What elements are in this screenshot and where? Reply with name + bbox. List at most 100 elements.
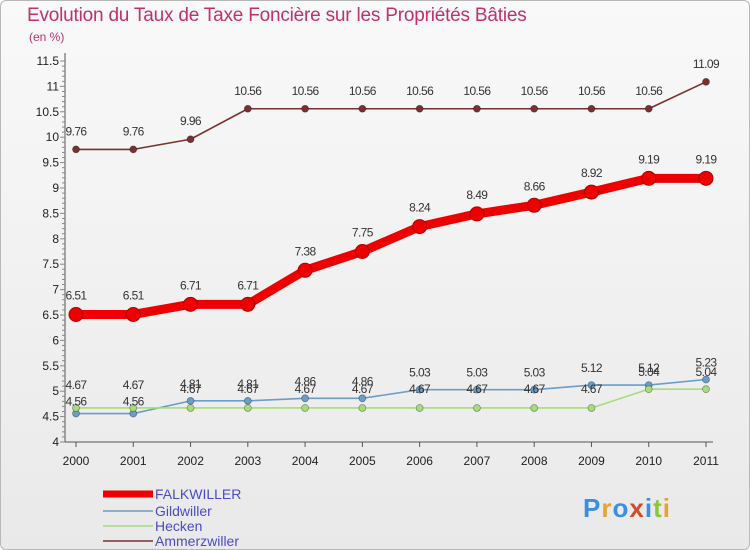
y-tick-label: 5: [52, 384, 59, 398]
y-tick-label: 11.5: [37, 54, 60, 68]
y-tick-label: 4: [52, 435, 59, 449]
data-label-ammerzwiller: 10.56: [406, 84, 434, 98]
data-point-ammerzwiller: [72, 145, 80, 154]
series-line-hecken: [75, 388, 707, 409]
chart-title: Evolution du Taux de Taxe Foncière sur l…: [27, 5, 527, 26]
series-line-falkwiller: [71, 173, 711, 319]
data-point-gildwiller: [415, 385, 424, 394]
legend-label-gildwiller: Gildwiller: [155, 503, 212, 519]
data-point-falkwiller: [641, 170, 657, 186]
data-point-hecken: [301, 404, 309, 412]
data-label-gildwiller: 5.12: [638, 361, 660, 375]
data-label-gildwiller: 5.23: [696, 356, 718, 370]
data-point-ammerzwiller: [702, 77, 710, 86]
y-tick-label: 10: [46, 130, 60, 144]
data-point-hecken: [72, 404, 80, 412]
data-label-gildwiller: 5.03: [524, 366, 546, 380]
data-point-ammerzwiller: [186, 135, 195, 144]
data-point-gildwiller: [301, 394, 309, 403]
data-label-falkwiller: 9.19: [638, 152, 660, 166]
y-tick-label: 5.5: [42, 359, 59, 373]
data-label-gildwiller: 4.86: [295, 374, 317, 388]
data-point-falkwiller: [354, 244, 370, 259]
logo-letter: o: [612, 493, 629, 523]
data-label-falkwiller: 6.71: [180, 278, 202, 292]
x-tick-label: 2004: [292, 454, 319, 468]
data-point-ammerzwiller: [473, 104, 481, 113]
data-point-falkwiller: [583, 184, 599, 200]
data-label-hecken: 4.67: [581, 382, 603, 396]
data-point-ammerzwiller: [587, 104, 596, 113]
y-tick-label: 6.5: [42, 308, 59, 322]
data-label-falkwiller: 6.71: [237, 278, 259, 292]
data-label-hecken: 4.67: [352, 382, 374, 396]
legend-label-hecken: Hecken: [155, 518, 202, 534]
data-point-hecken: [702, 385, 710, 394]
series-line-ammerzwiller: [75, 81, 707, 151]
data-point-ammerzwiller: [129, 145, 138, 154]
y-tick-label: 6: [52, 333, 59, 347]
data-label-hecken: 4.67: [524, 382, 546, 396]
data-label-falkwiller: 7.75: [352, 226, 374, 240]
data-point-falkwiller: [297, 262, 313, 278]
x-tick-label: 2011: [693, 454, 719, 468]
series-line-gildwiller: [75, 378, 707, 415]
y-tick-label: 4.5: [42, 410, 59, 424]
data-label-gildwiller: 4.56: [123, 395, 145, 409]
data-label-gildwiller: 4.81: [237, 377, 259, 391]
data-point-ammerzwiller: [358, 104, 367, 113]
data-label-falkwiller: 6.51: [123, 288, 145, 302]
data-label-gildwiller: 5.03: [409, 366, 431, 380]
legend-label-ammerzwiller: Ammerzwiller: [155, 533, 239, 549]
logo-letter: i: [645, 493, 653, 523]
data-label-gildwiller: 5.03: [466, 366, 488, 380]
y-tick-label: 10.5: [36, 105, 60, 119]
y-tick-label: 9.5: [42, 156, 59, 170]
data-point-ammerzwiller: [301, 104, 309, 113]
data-label-ammerzwiller: 10.56: [463, 84, 491, 98]
logo-letter: t: [653, 493, 663, 523]
y-tick-label: 11: [47, 79, 60, 93]
data-label-ammerzwiller: 10.56: [635, 84, 663, 98]
data-point-hecken: [129, 404, 138, 412]
data-label-ammerzwiller: 9.76: [66, 124, 88, 138]
data-label-hecken: 4.67: [466, 382, 488, 396]
x-tick-label: 2010: [635, 454, 662, 468]
data-point-gildwiller: [702, 375, 710, 384]
data-point-falkwiller: [469, 206, 485, 222]
x-tick-label: 2000: [63, 454, 90, 468]
data-label-ammerzwiller: 9.96: [180, 114, 202, 128]
data-point-ammerzwiller: [415, 104, 424, 113]
data-label-falkwiller: 8.24: [409, 201, 431, 215]
data-label-falkwiller: 8.49: [466, 188, 488, 202]
x-tick-label: 2003: [234, 454, 261, 468]
y-tick-label: 8: [52, 232, 59, 246]
data-point-hecken: [415, 404, 424, 412]
y-tick-label: 9: [52, 181, 59, 195]
data-label-falkwiller: 6.51: [66, 288, 88, 302]
data-label-falkwiller: 8.66: [524, 179, 546, 193]
data-label-gildwiller: 4.56: [66, 395, 88, 409]
data-point-gildwiller: [473, 385, 481, 394]
data-point-ammerzwiller: [530, 104, 539, 113]
data-label-falkwiller: 9.19: [696, 152, 718, 166]
data-label-ammerzwiller: 10.56: [521, 84, 549, 98]
data-point-hecken: [530, 404, 539, 412]
data-label-gildwiller: 5.12: [581, 361, 603, 375]
x-tick-label: 2009: [578, 454, 605, 468]
logo-letter: P: [583, 493, 601, 523]
data-label-ammerzwiller: 10.56: [234, 84, 262, 98]
data-point-hecken: [243, 404, 252, 412]
data-label-ammerzwiller: 10.56: [292, 84, 320, 98]
x-tick-label: 2007: [464, 454, 491, 468]
data-point-falkwiller: [526, 197, 542, 213]
data-label-hecken: 4.67: [180, 382, 202, 396]
legend-label-falkwiller: FALKWILLER: [155, 486, 241, 502]
data-label-ammerzwiller: 11.09: [693, 57, 720, 71]
data-point-falkwiller: [412, 219, 428, 235]
x-tick-label: 2006: [406, 454, 433, 468]
x-tick-label: 2001: [120, 454, 147, 468]
data-label-hecken: 4.67: [123, 378, 145, 392]
